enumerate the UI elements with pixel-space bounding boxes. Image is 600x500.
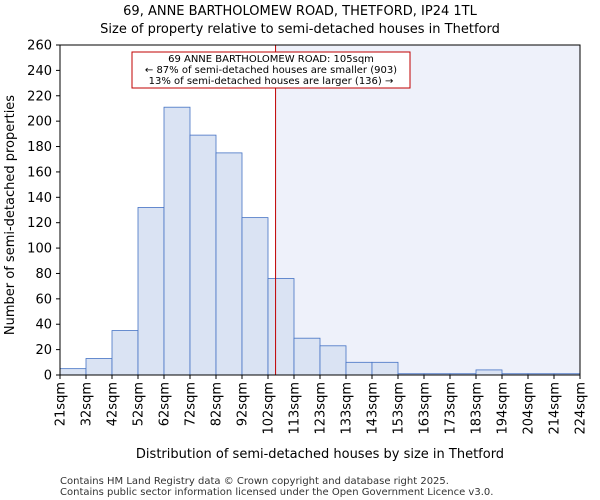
y-axis-ticks: 0 20 40 60 80 100 120 140 160 180 200 220 240 260 xyxy=(27,39,60,384)
bar-21sqm xyxy=(59,368,87,376)
bar-123sqm xyxy=(319,345,347,376)
chart-subtitle: Size of property relative to semi-detach… xyxy=(100,22,500,37)
y-tick-label: 140 xyxy=(27,191,52,206)
bar-102sqm xyxy=(267,278,295,376)
x-tick-label: 224sqm xyxy=(574,382,589,435)
y-tick-label: 20 xyxy=(35,343,52,358)
bar-52sqm xyxy=(137,207,165,376)
x-tick-label: 102sqm xyxy=(262,382,277,435)
x-tick-label: 21sqm xyxy=(54,382,69,426)
x-tick-label: 92sqm xyxy=(236,382,251,426)
x-tick-label: 32sqm xyxy=(80,382,95,426)
x-tick-label: 183sqm xyxy=(470,382,485,435)
x-tick-label: 143sqm xyxy=(366,382,381,435)
annotation-border xyxy=(131,51,411,89)
x-tick-label: 194sqm xyxy=(496,382,511,435)
bar-143sqm xyxy=(371,361,399,376)
x-axis-ticks: 21sqm 32sqm 42sqm 52sqm 62sqm 72sqm 82sqm 92sqm… xyxy=(54,375,589,435)
y-tick-label: 180 xyxy=(27,140,52,155)
x-tick-label: 133sqm xyxy=(340,382,355,435)
y-tick-label: 220 xyxy=(27,89,52,104)
y-axis-label: Number of semi-detached properties xyxy=(3,95,18,335)
footer-line-2: Contains public sector information licen… xyxy=(60,487,493,498)
bar-92sqm xyxy=(241,217,269,376)
x-tick-label: 72sqm xyxy=(184,382,199,426)
y-tick-label: 200 xyxy=(27,115,52,130)
bar-113sqm xyxy=(293,337,321,376)
y-tick-label: 260 xyxy=(27,39,52,54)
x-axis-label: Distribution of semi-detached houses by … xyxy=(136,447,504,462)
bar-32sqm xyxy=(85,358,113,376)
bars-group xyxy=(59,106,581,376)
bar-62sqm xyxy=(163,106,191,376)
y-tick-label: 0 xyxy=(44,369,52,384)
y-tick-label: 40 xyxy=(35,318,52,333)
bar-72sqm xyxy=(189,134,217,376)
x-tick-label: 113sqm xyxy=(288,382,303,435)
x-tick-label: 123sqm xyxy=(314,382,329,435)
x-tick-label: 204sqm xyxy=(522,382,537,435)
bar-82sqm xyxy=(215,152,243,376)
larger-properties-region xyxy=(275,45,580,375)
y-tick-label: 240 xyxy=(27,64,52,79)
bar-133sqm xyxy=(345,361,373,376)
y-tick-label: 60 xyxy=(35,292,52,307)
x-tick-label: 163sqm xyxy=(418,382,433,435)
annotation-box: 69 ANNE BARTHOLOMEW ROAD: 105sqm ← 87% o… xyxy=(131,51,411,89)
bar-183sqm xyxy=(475,369,503,376)
x-tick-label: 153sqm xyxy=(392,382,407,435)
x-tick-label: 82sqm xyxy=(210,382,225,426)
x-tick-label: 62sqm xyxy=(158,382,173,426)
annotation-line-2: ← 87% of semi-detached houses are smalle… xyxy=(145,65,397,76)
annotation-line-1: 69 ANNE BARTHOLOMEW ROAD: 105sqm xyxy=(168,54,374,65)
bar-42sqm xyxy=(111,330,139,376)
annotation-line-3: 13% of semi-detached houses are larger (… xyxy=(149,76,394,87)
x-tick-label: 52sqm xyxy=(132,382,147,426)
y-tick-label: 120 xyxy=(27,216,52,231)
y-tick-label: 80 xyxy=(35,267,52,282)
y-tick-label: 160 xyxy=(27,165,52,180)
y-tick-label: 100 xyxy=(27,242,52,257)
x-tick-label: 173sqm xyxy=(444,382,459,435)
chart-title: 69, ANNE BARTHOLOMEW ROAD, THETFORD, IP2… xyxy=(123,4,477,19)
x-tick-label: 42sqm xyxy=(106,382,121,426)
x-tick-label: 214sqm xyxy=(548,382,563,435)
footer-line-1: Contains HM Land Registry data © Crown c… xyxy=(60,476,449,487)
